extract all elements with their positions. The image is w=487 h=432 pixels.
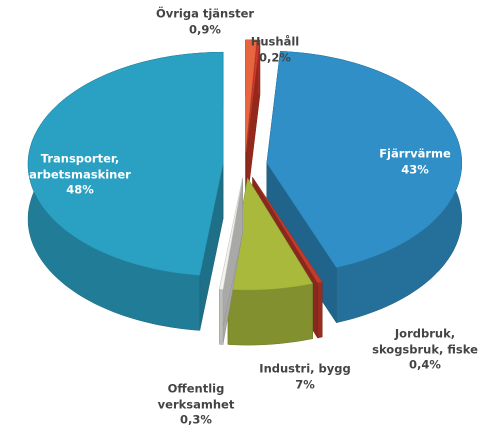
value-label: 7% — [295, 377, 315, 391]
pie-slice — [218, 178, 243, 345]
slice-top — [218, 178, 243, 290]
category-label: Övriga tjänster — [155, 6, 255, 21]
slice-top — [246, 39, 261, 152]
category-label: Hushåll — [250, 34, 300, 49]
slice-side — [227, 283, 313, 346]
pie-slice — [266, 51, 462, 324]
value-label: 0,4% — [409, 357, 441, 372]
value-label: 0,3% — [180, 412, 212, 427]
slice-label: Övriga tjänster 0,9% — [140, 6, 270, 37]
category-label: Transporter, arbetsmaskiner — [29, 151, 131, 182]
value-label: 48% — [66, 182, 94, 197]
slice-top — [245, 39, 257, 152]
slice-label: Fjärrvärme 43% — [360, 146, 470, 177]
slice-top — [252, 177, 323, 284]
slice-label: Offentlig verksamhet 0,3% — [154, 382, 239, 429]
category-label: Jordbruk, skogsbruk, fiske — [372, 326, 478, 357]
value-label: 0,2% — [259, 50, 291, 64]
category-label: Offentlig verksamhet — [157, 381, 235, 412]
pie-slice — [246, 39, 261, 207]
pie-slice — [227, 177, 314, 346]
slice-label: Industri, bygg 7% — [250, 361, 360, 392]
slice-top — [27, 51, 224, 276]
pie-slice — [27, 51, 224, 331]
category-label: Industri, bygg — [259, 361, 351, 376]
slice-side — [219, 289, 224, 345]
slice-top — [227, 177, 314, 291]
slice-label: Transporter, arbetsmaskiner 48% — [23, 152, 138, 199]
slice-side — [317, 281, 323, 339]
slice-label: Jordbruk, skogsbruk, fiske 0,4% — [368, 327, 483, 374]
slice-label: Hushåll 0,2% — [240, 34, 310, 65]
slice-top — [266, 51, 462, 268]
value-label: 43% — [401, 162, 429, 176]
category-label: Fjärrvärme — [379, 146, 451, 161]
value-label: 0,9% — [189, 22, 221, 36]
